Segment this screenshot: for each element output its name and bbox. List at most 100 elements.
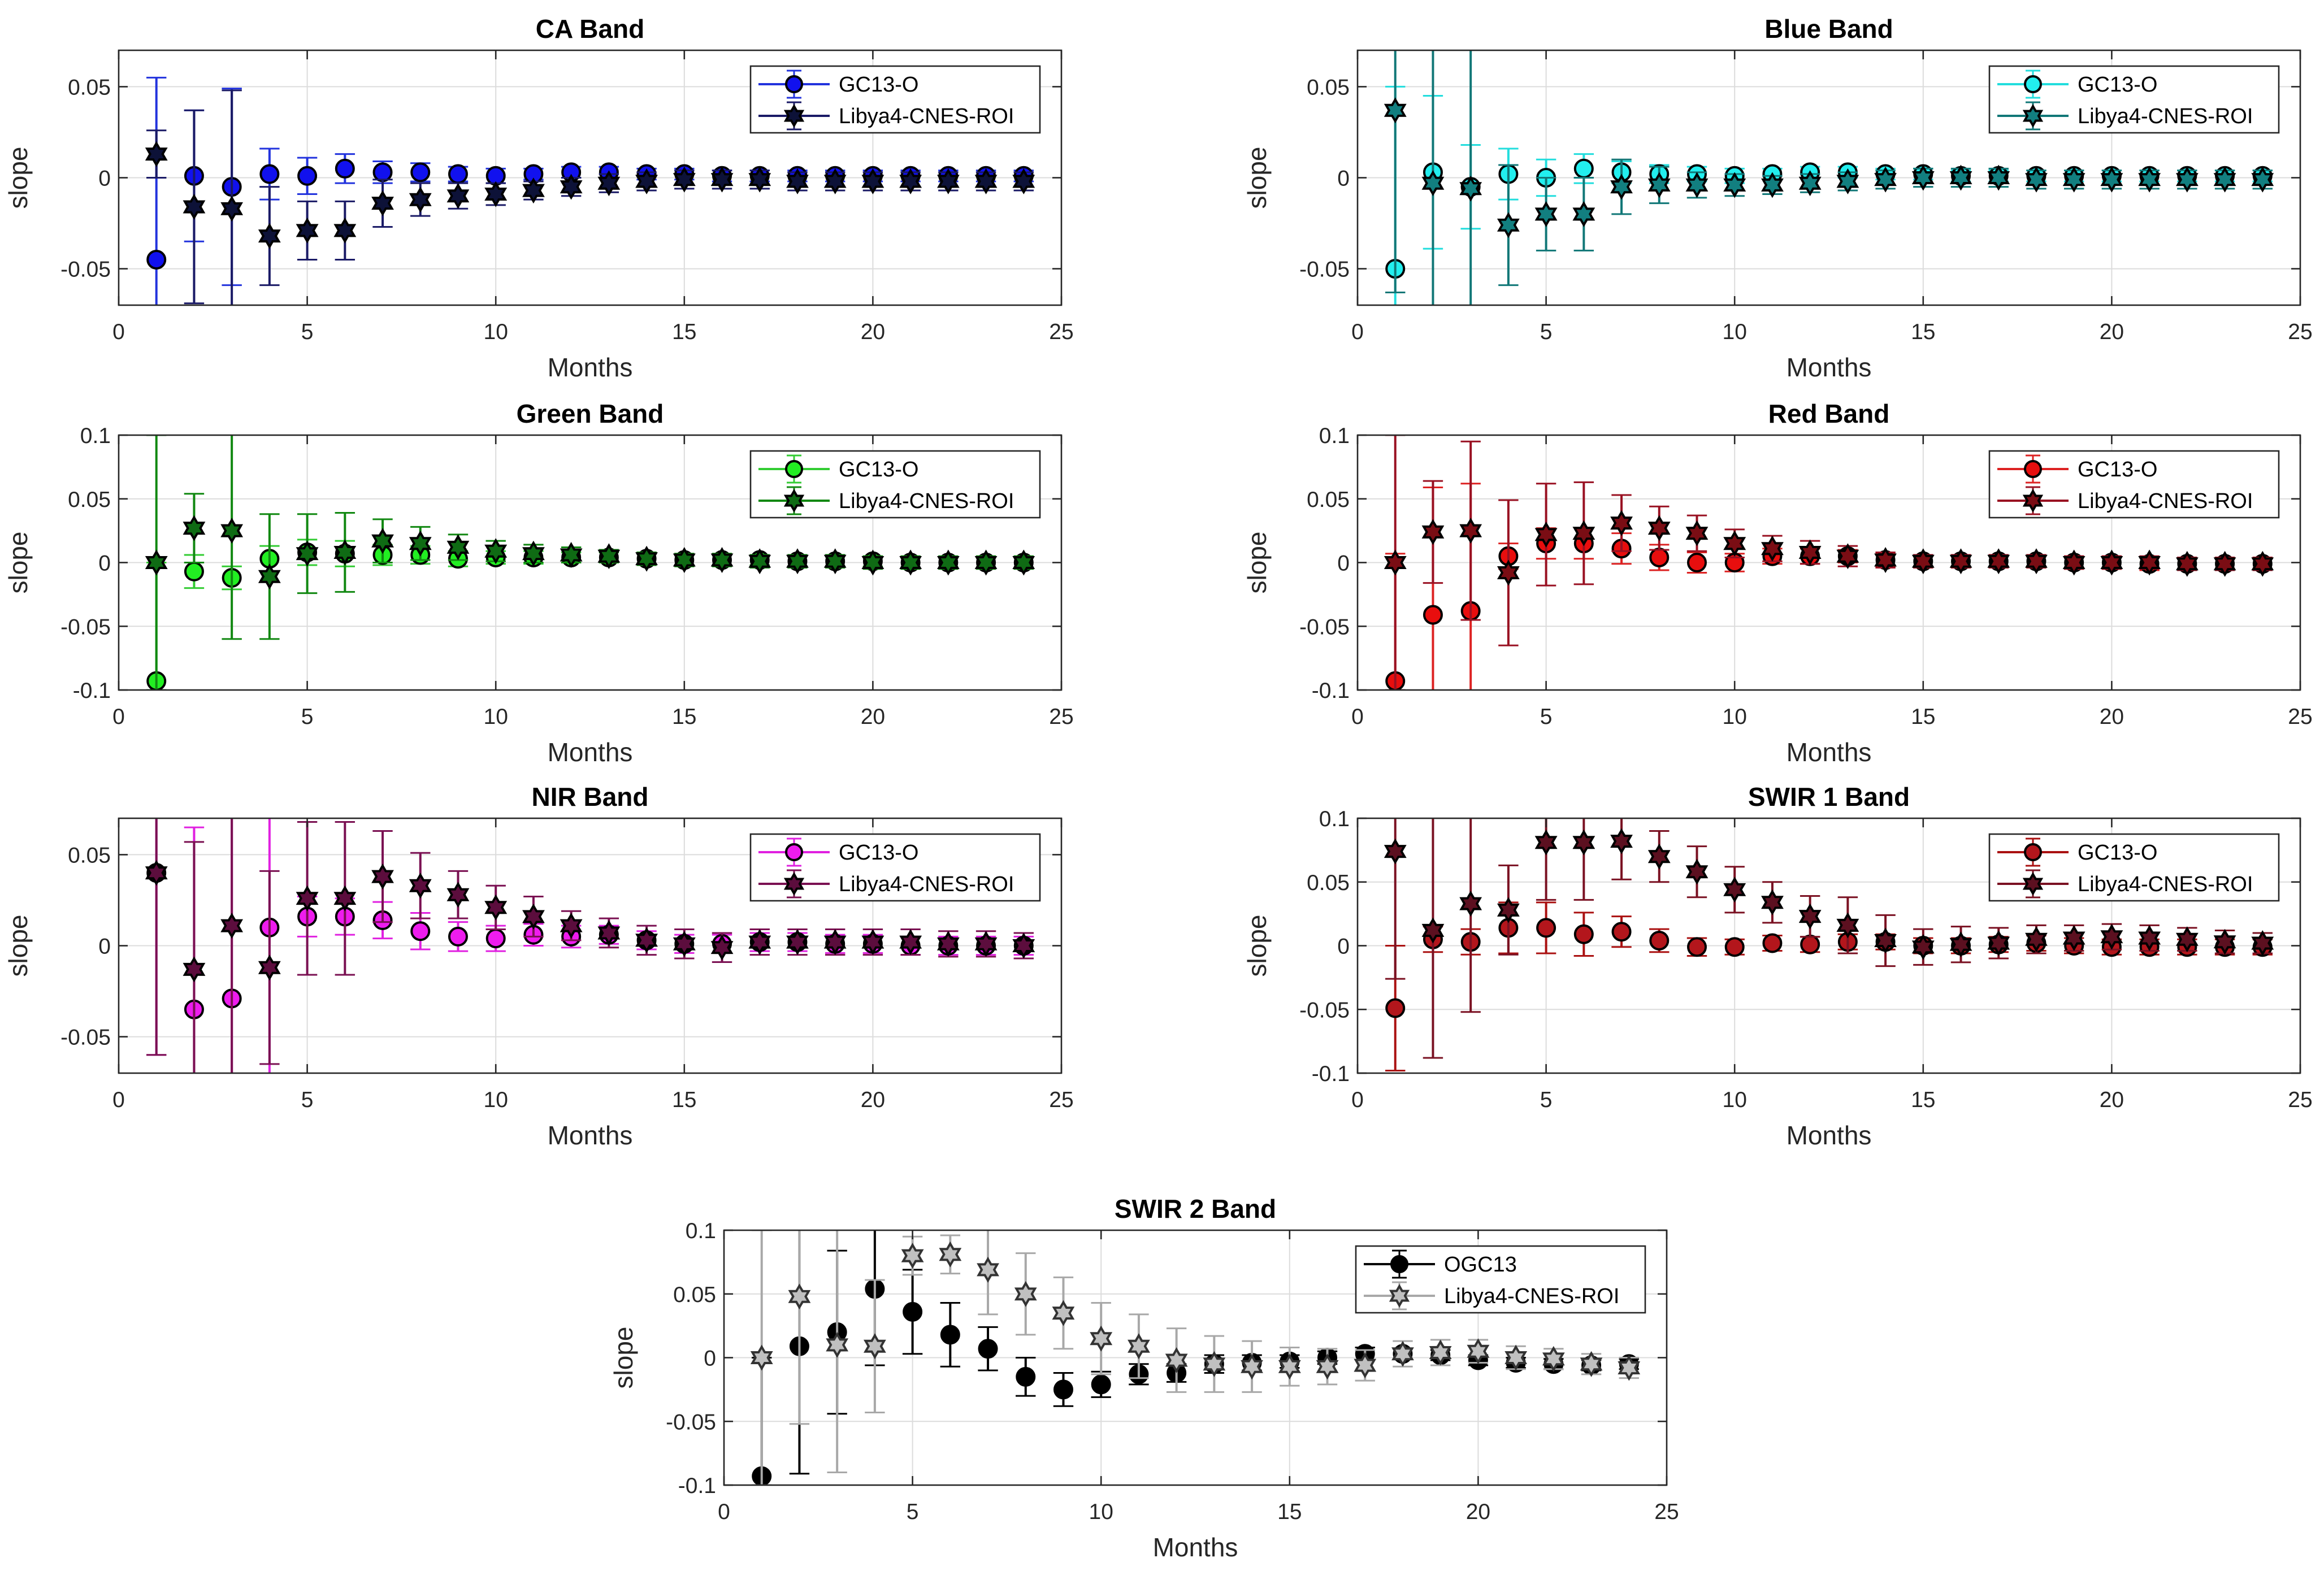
data-point xyxy=(1504,1344,1528,1371)
data-point xyxy=(750,1344,773,1371)
x-tick-label: 5 xyxy=(1540,320,1553,344)
legend-marker xyxy=(2022,871,2044,896)
data-point xyxy=(901,1243,924,1269)
legend: GC13-O Libya4-CNES-ROI xyxy=(749,450,1041,519)
x-tick-label: 25 xyxy=(1049,320,1073,344)
x-tick-label: 0 xyxy=(1351,705,1364,729)
data-point xyxy=(258,223,281,249)
y-axis-label: slope xyxy=(609,1327,638,1389)
data-point xyxy=(409,186,432,213)
data-point xyxy=(2251,550,2274,577)
y-axis-label: slope xyxy=(3,147,33,209)
data-point xyxy=(410,921,431,941)
data-point xyxy=(1798,903,1822,930)
y-tick-label: 0.05 xyxy=(1307,871,1350,895)
data-point xyxy=(484,894,508,921)
legend: GC13-O Libya4-CNES-ROI xyxy=(1988,833,2280,902)
data-point xyxy=(220,196,244,222)
panel-swir-2-band: 0 5 10 15 20 25 -0.1 -0.05 0 0.05 0.1 SWIR 2 Band Mo… xyxy=(609,1194,1679,1562)
legend: GC13-O Libya4-CNES-ROI xyxy=(1988,450,2280,519)
data-point xyxy=(371,863,394,890)
data-point xyxy=(1761,535,1784,562)
data-point xyxy=(710,547,734,573)
legend: GC13-O Libya4-CNES-ROI xyxy=(749,833,1041,902)
data-point xyxy=(2213,928,2236,955)
data-point xyxy=(1012,932,1035,959)
data-point xyxy=(1911,548,1935,575)
x-tick-label: 15 xyxy=(1277,1500,1302,1524)
legend-marker xyxy=(783,871,805,896)
y-tick-label: 0.1 xyxy=(80,424,111,448)
data-point xyxy=(560,173,583,200)
data-point xyxy=(1014,1281,1037,1307)
legend-marker xyxy=(2024,460,2042,478)
data-layer xyxy=(1384,435,2274,690)
data-point xyxy=(2100,549,2123,576)
y-tick-label: 0 xyxy=(98,935,111,959)
data-point xyxy=(560,913,583,939)
data-point xyxy=(372,162,393,183)
data-point xyxy=(1421,170,1445,197)
y-axis-label: slope xyxy=(1242,532,1272,594)
y-tick-label: -0.1 xyxy=(678,1474,716,1498)
y-tick-label: 0.05 xyxy=(1307,488,1350,512)
legend-marker xyxy=(1389,1283,1410,1308)
data-point xyxy=(1798,539,1822,566)
data-point xyxy=(560,542,583,568)
y-tick-label: 0.1 xyxy=(1319,807,1350,831)
x-axis-label: Months xyxy=(1787,737,1872,767)
y-tick-label: 0.1 xyxy=(1319,424,1350,448)
data-point xyxy=(146,249,167,270)
data-point xyxy=(183,515,206,541)
y-tick-label: 0 xyxy=(1337,167,1350,191)
data-point xyxy=(485,928,506,949)
data-point xyxy=(788,1283,811,1310)
series-libya4-cnes-roi xyxy=(1384,435,2274,690)
data-point xyxy=(2213,550,2236,577)
data-point xyxy=(748,166,771,193)
data-point xyxy=(1723,172,1746,198)
legend-label: GC13-O xyxy=(839,841,918,865)
data-point xyxy=(1685,520,1709,546)
data-point xyxy=(861,549,884,576)
data-point xyxy=(2251,930,2274,956)
data-point xyxy=(522,540,545,567)
x-axis-label: Months xyxy=(548,1121,633,1150)
data-point xyxy=(635,927,658,953)
data-point xyxy=(1647,515,1671,541)
chart-title: NIR Band xyxy=(532,782,649,811)
data-point xyxy=(710,166,734,193)
data-point xyxy=(522,177,545,204)
y-tick-label: -0.05 xyxy=(1299,998,1350,1022)
data-point xyxy=(2025,166,2048,193)
data-point xyxy=(258,954,281,981)
y-tick-label: 0 xyxy=(1337,935,1350,959)
data-point xyxy=(183,956,206,983)
y-tick-label: -0.05 xyxy=(1299,258,1350,282)
data-point xyxy=(409,873,432,899)
legend-label: GC13-O xyxy=(839,458,918,481)
data-point xyxy=(1459,891,1482,917)
data-point xyxy=(1647,172,1671,198)
data-point xyxy=(1467,1338,1490,1365)
data-point xyxy=(710,934,734,961)
data-point xyxy=(335,158,355,179)
data-point xyxy=(1497,212,1520,238)
legend-marker xyxy=(2024,843,2042,861)
x-axis-label: Months xyxy=(1787,353,1872,382)
data-point xyxy=(145,549,168,576)
x-tick-label: 20 xyxy=(2100,320,2124,344)
data-point xyxy=(333,539,357,566)
data-point xyxy=(409,530,432,557)
data-point xyxy=(903,1301,923,1322)
x-tick-label: 25 xyxy=(2288,1088,2312,1112)
data-point xyxy=(1723,876,1746,903)
chart-title: SWIR 2 Band xyxy=(1115,1194,1276,1223)
series-libya4-cnes-roi xyxy=(750,1230,1641,1485)
legend-marker xyxy=(2024,75,2042,93)
legend: GC13-O Libya4-CNES-ROI xyxy=(749,65,1041,134)
x-tick-label: 5 xyxy=(301,320,314,344)
y-tick-label: -0.1 xyxy=(73,679,111,703)
data-layer xyxy=(145,76,1035,305)
x-tick-label: 20 xyxy=(2100,705,2124,729)
